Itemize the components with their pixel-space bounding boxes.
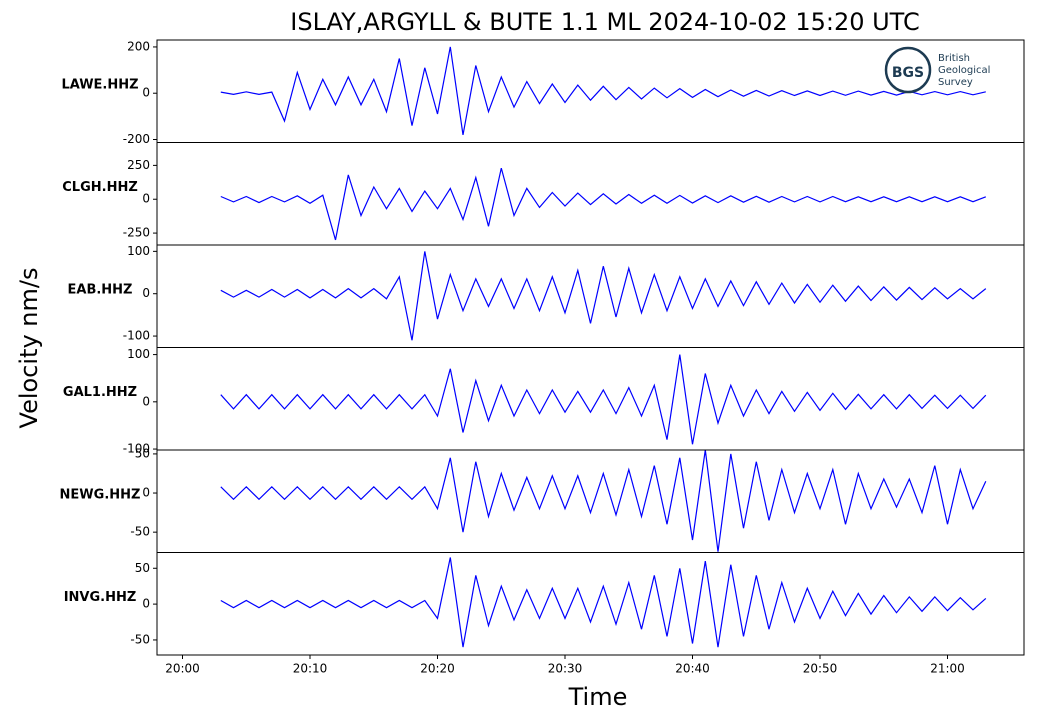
y-tick-label: 50 (135, 561, 150, 575)
station-label: GAL1.HHZ (63, 385, 137, 400)
y-tick-label: 0 (142, 86, 150, 100)
panel-frame (156, 552, 1025, 656)
y-tick-label: 0 (142, 192, 150, 206)
station-label: CLGH.HHZ (62, 180, 138, 195)
trace (220, 251, 987, 341)
y-tick-label: -50 (130, 525, 150, 539)
y-tick-label: 100 (127, 244, 150, 258)
y-tick-label: 250 (127, 158, 150, 172)
y-tick-label: -250 (123, 226, 150, 240)
panel-frame (156, 142, 1025, 246)
x-tick-label: 20:20 (420, 662, 455, 676)
x-tick-label: 20:10 (293, 662, 328, 676)
station-label: LAWE.HHZ (61, 78, 138, 93)
logo-line: Geological (938, 65, 990, 76)
x-tick-label: 20:30 (548, 662, 583, 676)
trace (220, 449, 987, 552)
panel-frame (156, 347, 1025, 451)
logo-ring (884, 46, 932, 94)
station-label: INVG.HHZ (64, 590, 137, 605)
trace (220, 46, 986, 136)
y-tick-label: -100 (123, 329, 150, 343)
x-axis-label: Time (568, 683, 628, 711)
station-label: EAB.HHZ (68, 283, 133, 298)
trace (220, 167, 987, 241)
station-label: NEWG.HHZ (60, 488, 141, 503)
y-axis-label: Velocity nm/s (15, 268, 43, 429)
x-tick-label: 20:00 (165, 662, 200, 676)
x-tick-label: 20:40 (675, 662, 710, 676)
logo-line: Survey (938, 77, 973, 88)
y-tick-label: 100 (127, 347, 150, 361)
trace (220, 354, 987, 445)
logo-mark: BGS (892, 65, 924, 81)
y-tick-label: 0 (142, 394, 150, 408)
y-tick-label: 0 (142, 286, 150, 300)
y-tick-label: 50 (135, 446, 150, 460)
y-tick-label: -200 (123, 132, 150, 146)
logo: BGS British Geological Survey (884, 46, 990, 94)
x-tick-label: 21:00 (930, 662, 965, 676)
x-tick-label: 20:50 (803, 662, 838, 676)
y-tick-label: -100 (123, 442, 150, 456)
logo-line: British (938, 53, 970, 64)
trace (220, 557, 987, 648)
y-tick-label: -50 (130, 632, 150, 646)
y-tick-label: 0 (142, 597, 150, 611)
y-tick-label: 0 (142, 486, 150, 500)
chart-title: ISLAY,ARGYLL & BUTE 1.1 ML 2024-10-02 15… (290, 8, 919, 36)
y-tick-label: 200 (127, 39, 150, 53)
